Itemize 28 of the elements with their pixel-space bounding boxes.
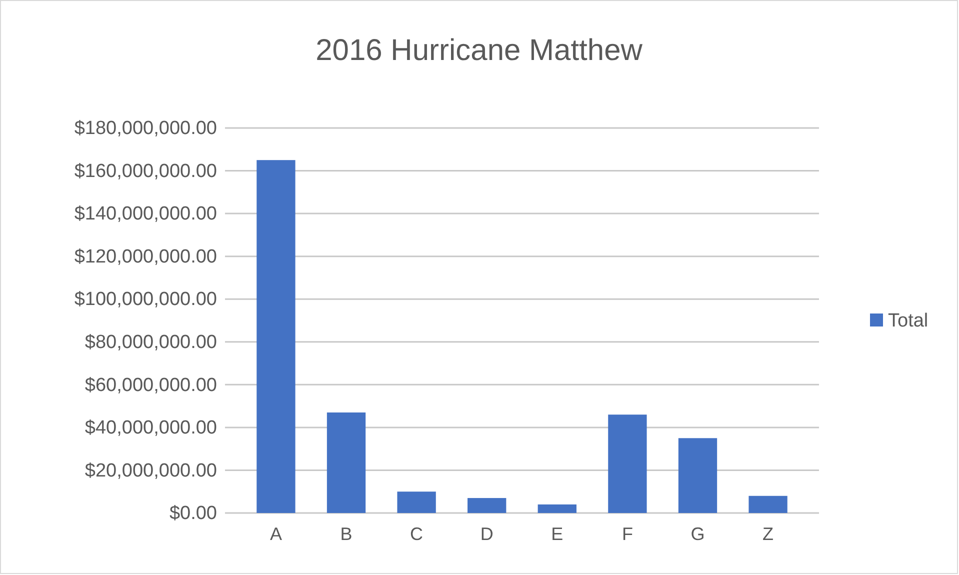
bar [608,414,647,513]
bar [748,496,788,513]
y-tick-label: $0.00 [169,503,217,524]
y-tick-label: $40,000,000.00 [84,418,217,439]
y-tick-label: $80,000,000.00 [84,332,217,353]
x-tick-label: B [340,524,352,544]
bar [326,412,366,513]
y-tick-label: $60,000,000.00 [84,374,217,396]
bar [397,492,436,513]
y-tick-label: $100,000,000.00 [74,289,217,310]
x-tick-label: D [480,524,494,544]
y-tick-label: $20,000,000.00 [84,460,217,482]
chart-title: 2016 Hurricane Matthew [316,34,643,67]
bar [468,498,506,513]
x-tick-label: F [622,524,633,544]
bar [538,504,576,513]
x-tick-label: A [270,524,282,544]
x-tick-label: Z [762,524,774,544]
x-tick-label: E [551,524,564,544]
bar [678,438,718,513]
y-tick-label: $120,000,000.00 [74,246,217,268]
y-tick-label: $160,000,000.00 [74,160,217,182]
bar [256,160,296,513]
x-tick-label: C [410,524,424,544]
legend-label: Total [888,310,928,332]
y-tick-label: $180,000,000.00 [74,118,217,140]
x-tick-label: G [690,524,705,544]
y-tick-label: $140,000,000.00 [74,204,217,225]
